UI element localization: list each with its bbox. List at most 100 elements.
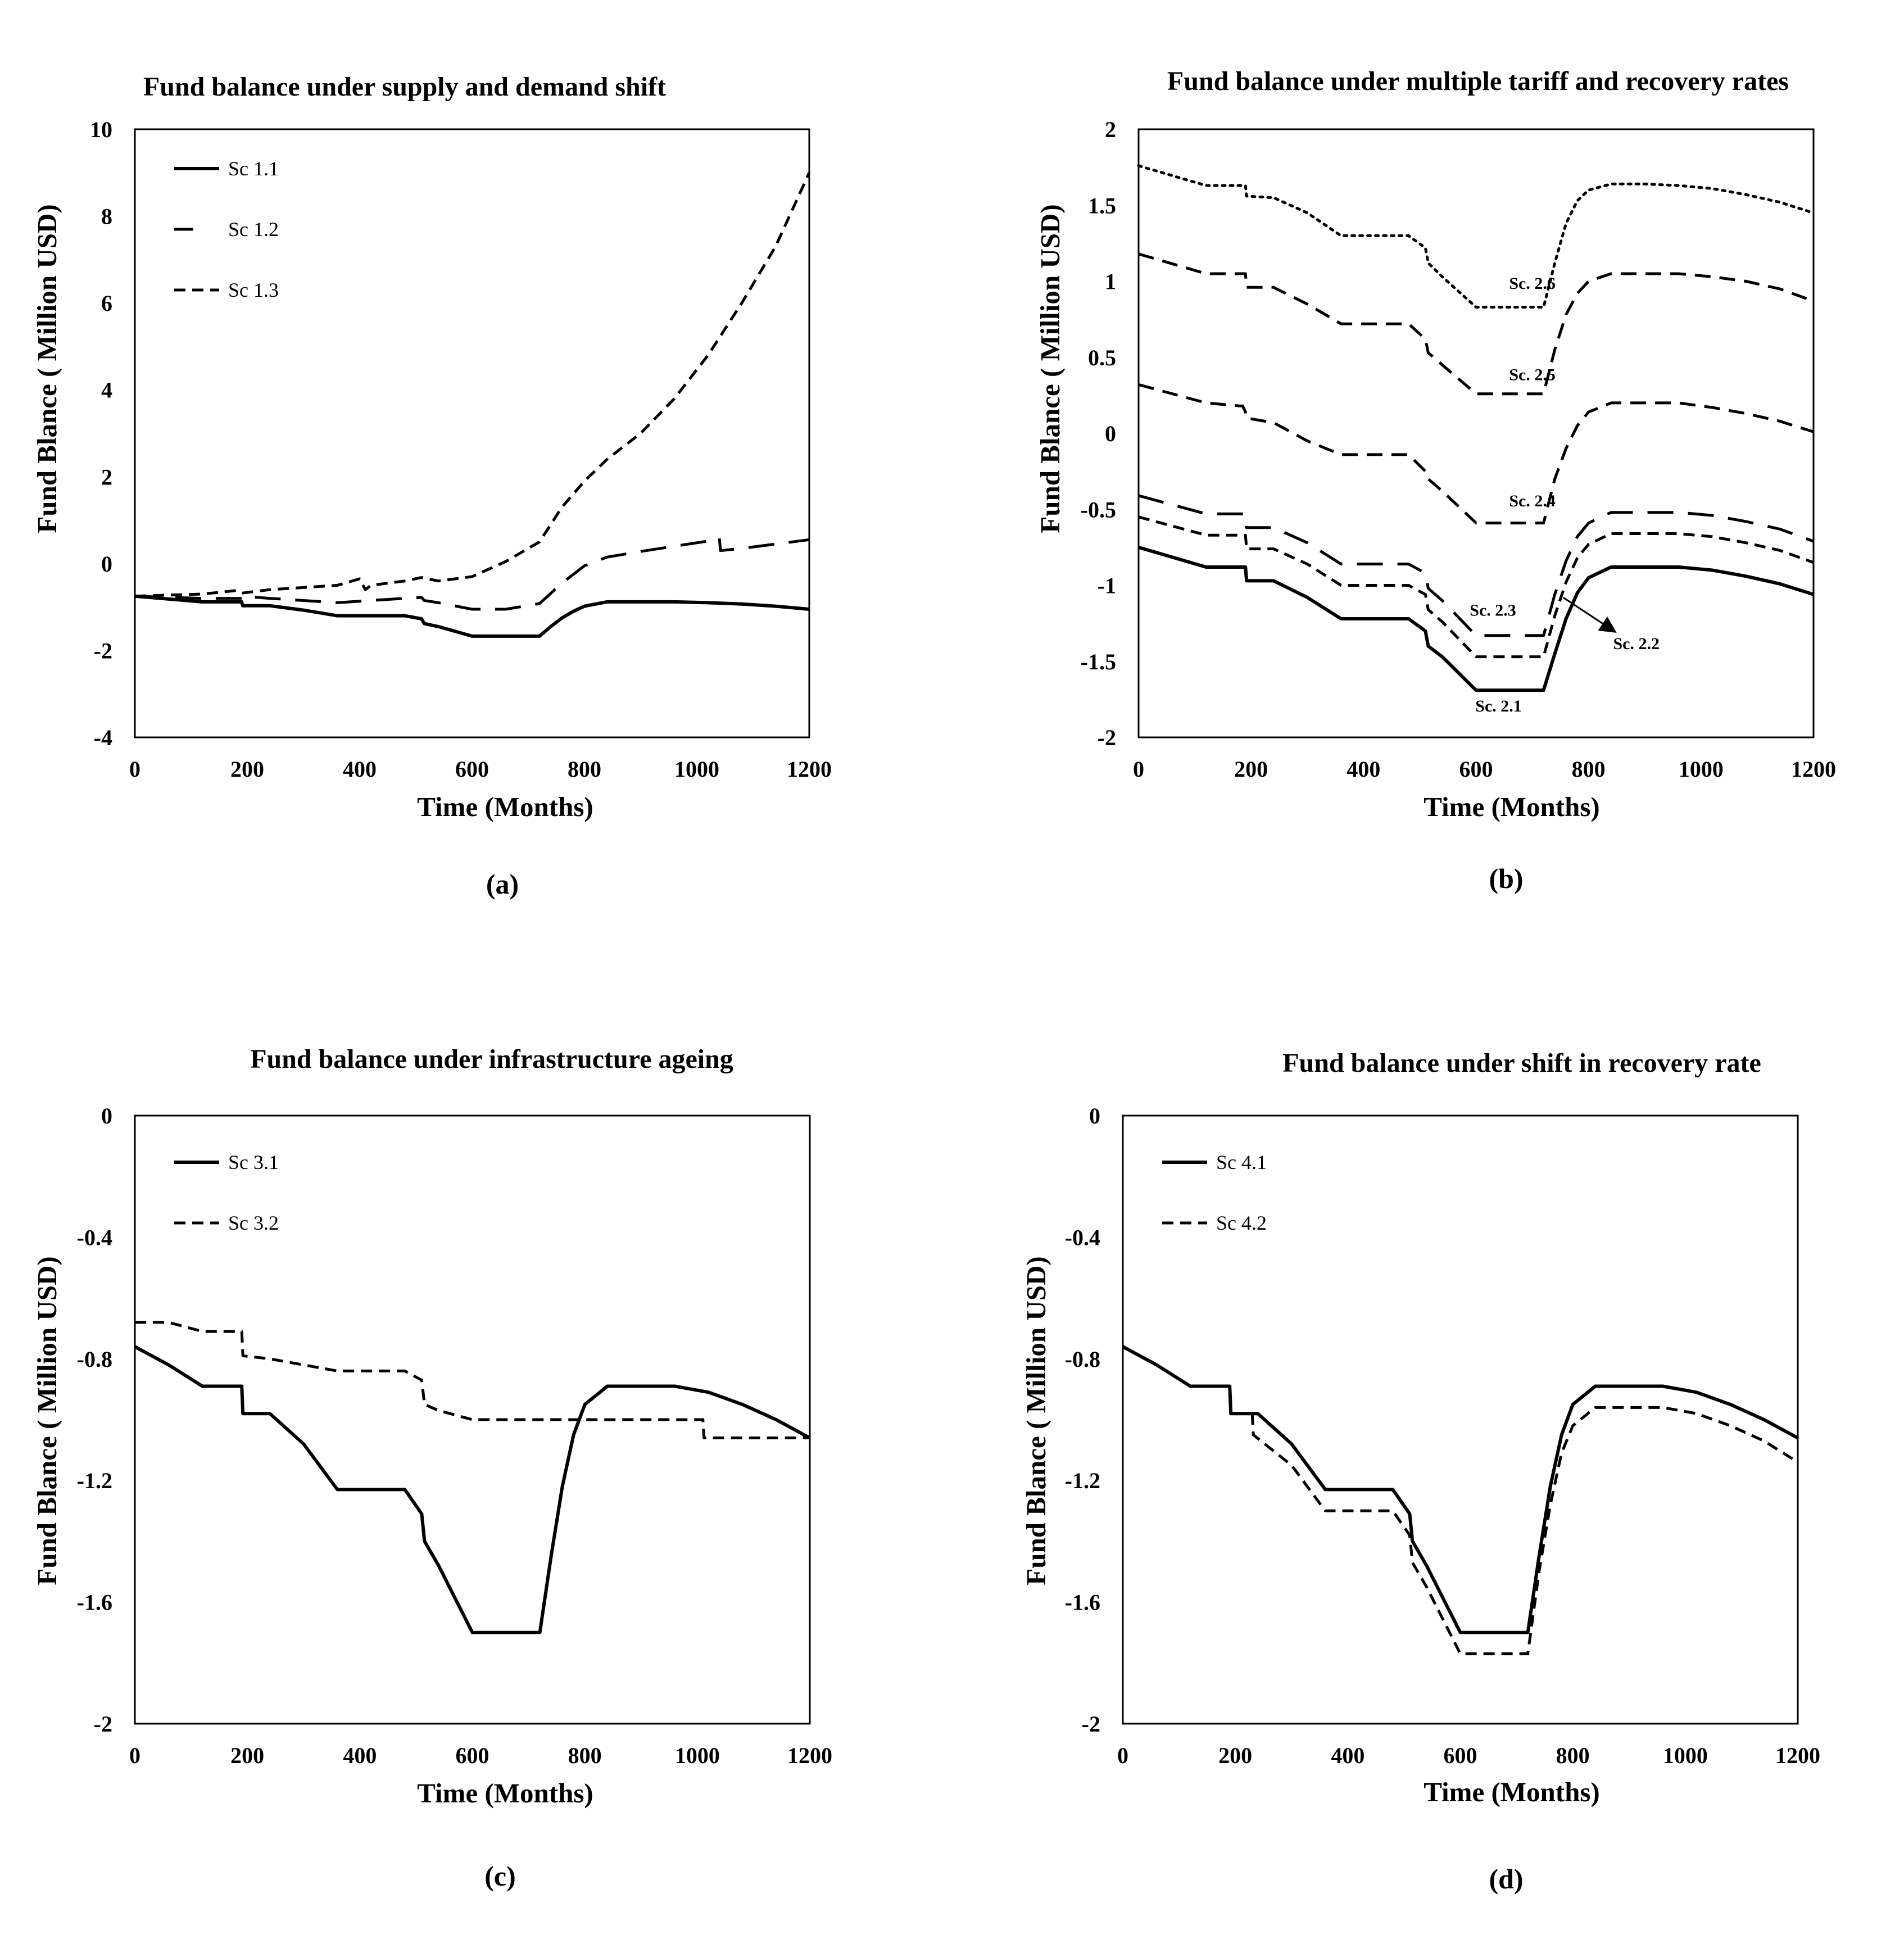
chart-panels: Fund balance under supply and demand shi…: [31, 66, 1836, 1895]
chart-panel-1: Fund balance under supply and demand shi…: [31, 72, 832, 900]
y-tick-label: 0: [101, 1103, 112, 1129]
series-line-sc-4-1: [1122, 1345, 1799, 1634]
series-line-sc-3-2: [135, 1321, 810, 1439]
y-tick-label: -1: [1098, 573, 1116, 599]
y-tick-label: 4: [101, 378, 112, 403]
series-line-sc-2-1: [1138, 546, 1814, 692]
series-line-sc-4-2: [1250, 1406, 1799, 1656]
series-line-sc-2-4: [1138, 383, 1814, 525]
legend-label: Sc 4.1: [1216, 1151, 1267, 1173]
y-tick-label: 1: [1105, 269, 1116, 294]
y-axis-label: Fund Blance ( Million USD): [1021, 1256, 1051, 1585]
x-tick-label: 800: [568, 1743, 602, 1768]
y-tick-label: -1.6: [1065, 1590, 1100, 1615]
series-annotation: Sc. 2.2: [1613, 635, 1660, 653]
y-tick-label: 6: [101, 291, 112, 316]
y-tick-label: 0: [1089, 1103, 1100, 1129]
series-line-sc-1-3: [134, 172, 811, 598]
x-tick-label: 600: [456, 1743, 489, 1768]
y-tick-label: -0.8: [1065, 1347, 1100, 1372]
y-tick-label: -0.8: [77, 1347, 112, 1372]
x-tick-label: 1000: [674, 756, 719, 782]
x-axis-label: Time (Months): [1424, 791, 1600, 822]
x-tick-label: 200: [230, 1743, 264, 1768]
y-tick-label: 8: [101, 204, 112, 229]
x-tick-label: 800: [1556, 1743, 1590, 1768]
plot-area-frame: [134, 1114, 811, 1725]
x-tick-label: 400: [343, 1743, 377, 1768]
series-annotation: Sc. 2.6: [1509, 274, 1556, 293]
series-line-sc-1-1: [134, 594, 810, 638]
y-tick-label: 0: [1105, 421, 1116, 446]
x-tick-label: 600: [1459, 756, 1493, 782]
chart-panel-3: Fund balance under infrastructure ageing…: [31, 1044, 832, 1892]
x-tick-label: 200: [1218, 1743, 1252, 1768]
series-line-sc-2-6: [1137, 164, 1815, 309]
y-tick-label: -1.2: [77, 1468, 112, 1493]
chart-panel-2: Fund balance under multiple tariff and r…: [1035, 66, 1836, 894]
y-tick-label: 1.5: [1088, 193, 1116, 218]
y-tick-label: -2: [1082, 1711, 1100, 1737]
x-axis-label: Time (Months): [417, 791, 593, 822]
x-tick-label: 400: [343, 756, 377, 782]
y-axis-label: Fund Blance ( Million USD): [31, 204, 62, 533]
x-tick-label: 1000: [1679, 756, 1724, 782]
plot-area-frame: [134, 128, 810, 738]
series-line-sc-3-1: [134, 1345, 811, 1634]
x-tick-label: 1000: [675, 1743, 720, 1768]
series-line-sc-2-2: [1138, 515, 1814, 659]
series-annotation: Sc. 2.5: [1509, 365, 1556, 384]
chart-panel-4: Fund balance under shift in recovery rat…: [1021, 1048, 1820, 1895]
x-tick-label: 0: [1133, 756, 1144, 782]
x-axis-label: Time (Months): [1424, 1777, 1600, 1807]
x-tick-label: 200: [230, 756, 264, 782]
x-tick-label: 200: [1234, 756, 1268, 782]
y-tick-label: -0.4: [77, 1225, 112, 1250]
x-tick-label: 0: [1117, 1743, 1128, 1768]
series-line-sc-1-2: [134, 536, 810, 611]
legend-label: Sc 1.2: [228, 218, 279, 241]
y-tick-label: -1.5: [1081, 649, 1116, 674]
legend-label: Sc 4.2: [1216, 1212, 1267, 1234]
chart-title: Fund balance under supply and demand shi…: [143, 72, 666, 102]
series-line-sc-2-3: [1138, 494, 1814, 637]
panel-label: (d): [1489, 1863, 1523, 1895]
y-tick-label: -0.4: [1065, 1225, 1100, 1250]
x-tick-label: 400: [1347, 756, 1380, 782]
chart-title: Fund balance under shift in recovery rat…: [1282, 1048, 1761, 1078]
legend-label: Sc 1.1: [228, 157, 279, 180]
annotation-arrow: [1562, 596, 1617, 633]
plot-area-frame: [1137, 128, 1815, 738]
y-tick-label: -2: [94, 1711, 112, 1737]
y-tick-label: 2: [1105, 117, 1116, 142]
y-tick-label: -2: [94, 638, 112, 663]
x-tick-label: 800: [1572, 756, 1606, 782]
x-tick-label: 0: [129, 1743, 140, 1768]
series-line-sc-2-5: [1138, 252, 1814, 396]
legend-label: Sc 3.1: [228, 1151, 279, 1173]
x-tick-label: 1200: [1791, 756, 1836, 782]
x-tick-label: 800: [568, 756, 601, 782]
legend-label: Sc 1.3: [228, 279, 279, 301]
x-axis-label: Time (Months): [417, 1778, 593, 1809]
y-tick-label: -1.6: [77, 1590, 112, 1615]
x-tick-label: 600: [1444, 1743, 1477, 1768]
y-axis-label: Fund Blance ( Million USD): [1035, 204, 1066, 533]
y-tick-label: 10: [90, 117, 112, 142]
x-tick-label: 1200: [787, 1743, 832, 1768]
x-tick-label: 1200: [1775, 1743, 1820, 1768]
panel-label: (c): [484, 1860, 516, 1892]
x-tick-label: 1000: [1663, 1743, 1708, 1768]
series-annotation: Sc. 2.1: [1475, 697, 1522, 715]
y-tick-label: 2: [101, 464, 112, 490]
x-tick-label: 1200: [787, 756, 832, 782]
y-tick-label: -0.5: [1081, 497, 1116, 522]
y-axis-label: Fund Blance ( Million USD): [31, 1256, 62, 1585]
chart-title: Fund balance under multiple tariff and r…: [1167, 66, 1789, 96]
y-tick-label: 0: [101, 551, 112, 577]
chart-title: Fund balance under infrastructure ageing: [250, 1044, 733, 1074]
plot-area-frame: [1122, 1114, 1799, 1725]
x-tick-label: 400: [1331, 1743, 1364, 1768]
panel-label: (b): [1489, 863, 1523, 894]
